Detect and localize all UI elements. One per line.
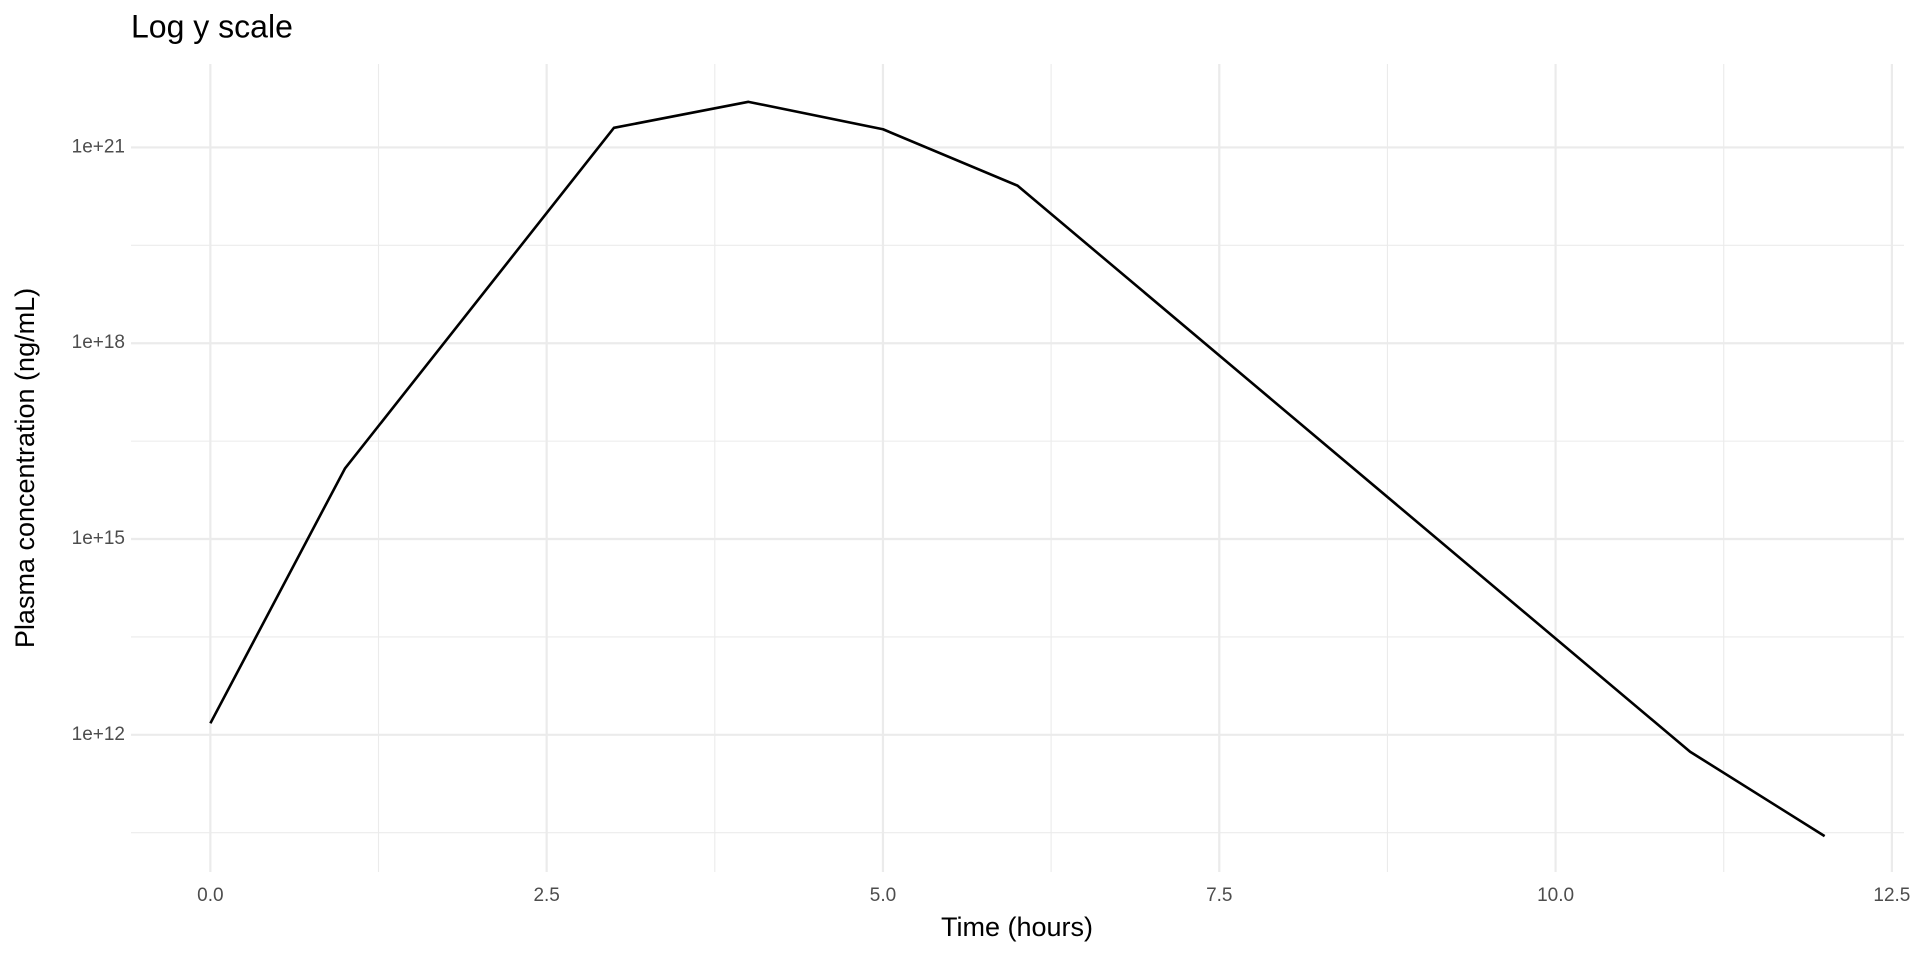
y-tick-label: 1e+15: [72, 528, 125, 549]
x-tick-label: 12.5: [1873, 885, 1910, 906]
y-axis-label: Plasma concentration (ng/mL): [10, 288, 40, 648]
chart-title: Log y scale: [131, 8, 293, 44]
x-tick-label: 10.0: [1537, 885, 1574, 906]
data-line: [209, 100, 1826, 838]
x-axis-label: Time (hours): [941, 912, 1093, 942]
x-tick-label: 0.0: [197, 885, 223, 906]
x-tick-label: 5.0: [870, 885, 896, 906]
y-tick-label: 1e+12: [72, 724, 125, 745]
y-tick-label: 1e+18: [72, 332, 125, 353]
y-tick-label: 1e+21: [72, 136, 125, 157]
x-tick-label: 2.5: [533, 885, 559, 906]
x-tick-label: 7.5: [1206, 885, 1232, 906]
